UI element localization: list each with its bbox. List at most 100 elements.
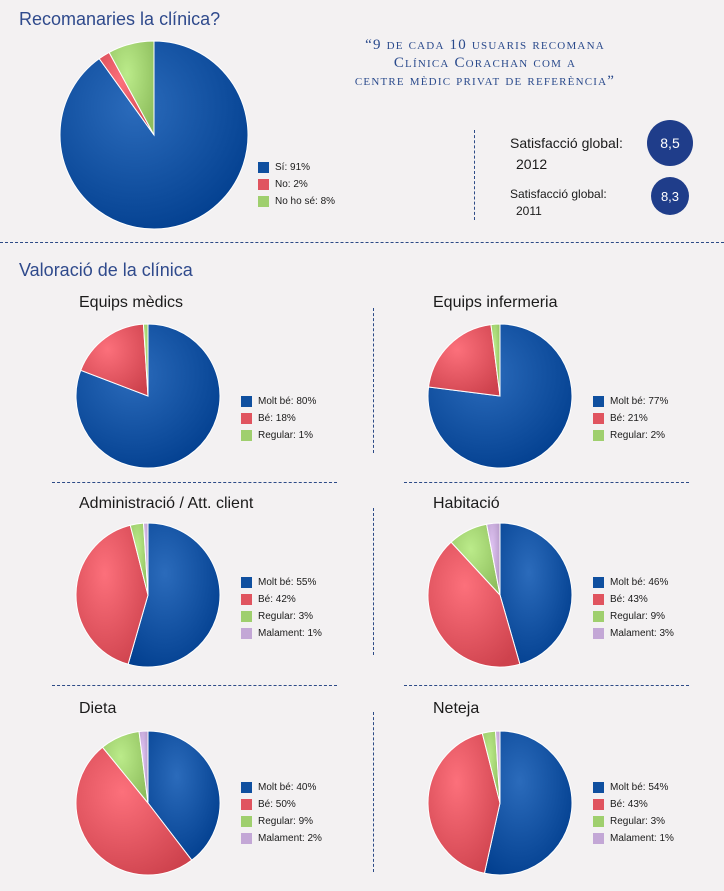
pie-slice-habitacio-malament (486, 522, 501, 596)
legend-swatch (593, 628, 604, 639)
legend-label: Regular: 9% (258, 816, 314, 827)
legend-label: No: 2% (275, 179, 308, 190)
chart-title-administracio: Administració / Att. client (79, 495, 254, 512)
legend-label: Bé: 43% (610, 799, 648, 810)
legend-label: Regular: 3% (258, 611, 314, 622)
pie-slice-recomanaries-no_ho_se (108, 40, 155, 136)
valoracio-title: Valoració de la clínica (19, 260, 193, 280)
satisfaction-divider (474, 130, 475, 220)
pie-slice-administracio-molt_be (127, 522, 221, 668)
legend-swatch (241, 833, 252, 844)
legend-label: Regular: 1% (258, 430, 314, 441)
legend-label: Molt bé: 40% (258, 782, 317, 793)
row3-divider (373, 712, 374, 872)
legend-label: Bé: 50% (258, 799, 296, 810)
satisfaction-2012: Satisfacció global: 2012 (510, 133, 623, 175)
satisfaction-2012-badge: 8,5 (647, 120, 693, 166)
legend-swatch (593, 799, 604, 810)
legend-swatch (241, 430, 252, 441)
legend-label: Malament: 3% (610, 628, 674, 639)
legend-swatch (241, 577, 252, 588)
chart-title-dieta: Dieta (79, 700, 117, 717)
legend-item-habitacio-regular: Regular: 9% (593, 608, 674, 625)
satisfaction-2012-label: Satisfacció global: (510, 135, 623, 151)
legend-label: Malament: 2% (258, 833, 322, 844)
pie-equips-infermeria (427, 323, 573, 469)
pie-slice-equips-infermeria-regular (490, 323, 501, 397)
quote-line-3: centre mèdic privat de referència” (354, 73, 616, 89)
legend-swatch (258, 162, 269, 173)
legend-item-dieta-malament: Malament: 2% (241, 830, 322, 847)
pie-slice-equips-infermeria-be (428, 324, 501, 397)
legend-item-dieta-regular: Regular: 9% (241, 813, 322, 830)
legend-dieta: Molt bé: 40% Bé: 50% Regular: 9% Malament: … (241, 779, 322, 847)
legend-swatch (593, 396, 604, 407)
legend-swatch (241, 413, 252, 424)
legend-neteja: Molt bé: 54% Bé: 43% Regular: 3% Malament: … (593, 779, 674, 847)
chart-title-equips-infermeria: Equips infermeria (433, 294, 558, 311)
chart-title-habitacio: Habitació (433, 495, 500, 512)
legend-swatch (241, 628, 252, 639)
legend-administracio: Molt bé: 55% Bé: 42% Regular: 3% Malament: … (241, 574, 322, 642)
recommend-title: Recomanaries la clínica? (19, 9, 221, 29)
legend-label: Molt bé: 46% (610, 577, 669, 588)
legend-item-administracio-malament: Malament: 1% (241, 625, 322, 642)
legend-equips-infermeria: Molt bé: 77% Bé: 21% Regular: 2% (593, 393, 668, 444)
legend-swatch (241, 816, 252, 827)
legend-item-equips-infermeria-molt_be: Molt bé: 77% (593, 393, 668, 410)
satisfaction-2011-year: 2011 (516, 204, 542, 218)
legend-swatch (593, 594, 604, 605)
legend-swatch (593, 430, 604, 441)
pie-slice-neteja-be (427, 732, 501, 874)
legend-item-neteja-molt_be: Molt bé: 54% (593, 779, 674, 796)
pie-slice-administracio-malament (142, 522, 149, 596)
legend-swatch (241, 396, 252, 407)
legend-item-equips-medics-regular: Regular: 1% (241, 427, 316, 444)
legend-item-equips-medics-be: Bé: 18% (241, 410, 316, 427)
legend-label: Regular: 9% (610, 611, 666, 622)
pie-slice-administracio-be (75, 524, 149, 665)
legend-item-equips-infermeria-regular: Regular: 2% (593, 427, 668, 444)
pie-slice-neteja-molt_be (483, 730, 573, 876)
legend-item-neteja-be: Bé: 43% (593, 796, 674, 813)
row1-left-rule (52, 482, 337, 483)
pie-dieta (75, 730, 221, 876)
satisfaction-2011-label: Satisfacció global: (510, 187, 607, 201)
legend-label: Molt bé: 77% (610, 396, 669, 407)
legend-item-administracio-be: Bé: 42% (241, 591, 322, 608)
chart-title-neteja: Neteja (433, 700, 480, 717)
legend-item-habitacio-be: Bé: 43% (593, 591, 674, 608)
legend-label: Malament: 1% (610, 833, 674, 844)
legend-label: Bé: 21% (610, 413, 648, 424)
pie-slice-equips-medics-be (80, 323, 149, 397)
legend-item-equips-medics-molt_be: Molt bé: 80% (241, 393, 316, 410)
legend-item-equips-infermeria-be: Bé: 21% (593, 410, 668, 427)
pie-slice-dieta-be (75, 746, 193, 876)
satisfaction-2011: Satisfacció global: 2011 (510, 186, 607, 220)
chart-title-equips-medics: Equips mèdics (79, 294, 184, 311)
pie-slice-habitacio-be (427, 541, 521, 668)
legend-swatch (258, 179, 269, 190)
row2-right-rule (404, 685, 689, 686)
legend-recomanaries: Sí: 91% No: 2% No ho sé: 8% (258, 159, 335, 210)
row1-divider (373, 308, 374, 453)
legend-label: Sí: 91% (275, 162, 311, 173)
quote-block: “9 de cada 10 usuaris recomana Clínica C… (320, 36, 650, 90)
legend-equips-medics: Molt bé: 80% Bé: 18% Regular: 1% (241, 393, 316, 444)
satisfaction-2011-badge: 8,3 (651, 177, 689, 215)
pie-equips-medics (75, 323, 221, 469)
legend-swatch (241, 799, 252, 810)
legend-item-habitacio-malament: Malament: 3% (593, 625, 674, 642)
row2-divider (373, 508, 374, 655)
legend-item-administracio-regular: Regular: 3% (241, 608, 322, 625)
legend-item-administracio-molt_be: Molt bé: 55% (241, 574, 322, 591)
legend-label: No ho sé: 8% (275, 196, 336, 207)
legend-item-recomanaries-no: No: 2% (258, 176, 335, 193)
legend-swatch (258, 196, 269, 207)
pie-slice-dieta-malament (138, 730, 149, 804)
legend-label: Molt bé: 54% (610, 782, 669, 793)
legend-label: Molt bé: 80% (258, 396, 317, 407)
quote-line-1: “9 de cada 10 usuaris recomana (365, 37, 605, 53)
pie-slice-equips-medics-regular (142, 323, 149, 397)
legend-swatch (593, 782, 604, 793)
